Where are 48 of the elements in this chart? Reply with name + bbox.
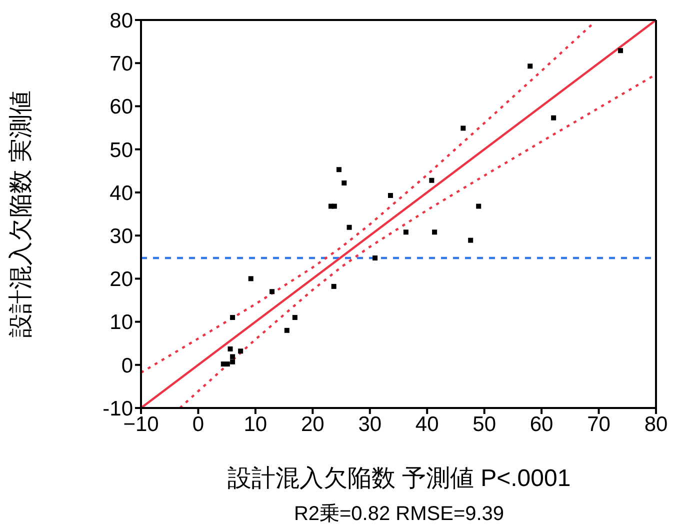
point <box>332 204 337 209</box>
x-tick-label: 80 <box>644 412 668 436</box>
y-tick-label: 50 <box>110 138 133 162</box>
x-tick-label: 0 <box>192 412 204 436</box>
y-tick-label: 60 <box>110 96 133 119</box>
y-tick-label: 70 <box>110 52 133 76</box>
point <box>248 276 254 282</box>
point <box>429 178 434 183</box>
line-series <box>141 22 594 374</box>
point <box>372 255 378 260</box>
point <box>284 328 290 333</box>
point <box>388 192 393 198</box>
y-axis-title: 設計混入欠陥数 実測値 <box>8 90 35 338</box>
x-tick-label: 20 <box>300 412 324 436</box>
point <box>346 224 352 230</box>
x-tick-label: 70 <box>587 412 610 436</box>
y-tick-label: 20 <box>110 268 133 292</box>
x-tick-label: 40 <box>415 412 439 436</box>
y-tick-label: 0 <box>121 354 133 378</box>
point <box>224 362 230 367</box>
x-tick-label: 50 <box>472 412 496 436</box>
x-tick-label: 30 <box>358 412 382 436</box>
point <box>342 180 347 186</box>
point <box>460 126 466 131</box>
point <box>551 115 556 120</box>
x-axis-title: 設計混入欠陥数 予測値 P<.0001 <box>226 464 572 494</box>
point <box>230 314 236 320</box>
x-tick-label: 10 <box>244 412 268 436</box>
point <box>476 204 482 209</box>
point <box>468 238 474 243</box>
point <box>270 289 275 294</box>
point <box>238 348 244 354</box>
point <box>618 48 624 54</box>
point <box>403 230 408 235</box>
point <box>230 359 236 364</box>
point <box>230 354 236 360</box>
point <box>432 230 438 235</box>
point <box>336 167 342 172</box>
point <box>228 346 233 352</box>
y-tick-label: 40 <box>110 182 133 205</box>
point <box>331 284 336 289</box>
y-tick-label: 10 <box>110 311 133 334</box>
point <box>292 314 298 320</box>
y-tick-label: 30 <box>110 225 133 248</box>
text: R2乗=0.82 RMSE=9.39 <box>292 502 506 527</box>
x-tick-label: 60 <box>530 412 554 436</box>
y-tick-label: 80 <box>110 9 133 32</box>
point <box>528 64 533 69</box>
